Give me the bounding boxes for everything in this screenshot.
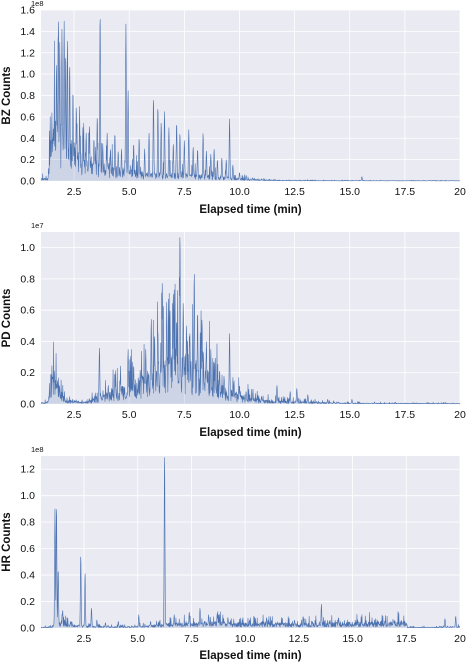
y-tick-label: 0.8 bbox=[20, 90, 35, 102]
x-tick-label: 10.0 bbox=[235, 633, 256, 645]
y-tick-label: 1.0 bbox=[20, 69, 35, 81]
y-tick-label: 1.4 bbox=[20, 26, 35, 38]
y-tick-label: 0.2 bbox=[20, 596, 35, 608]
x-tick-label: 7.5 bbox=[184, 633, 199, 645]
y-tick-label: 0.0 bbox=[20, 176, 35, 188]
y-tick-label: 0.2 bbox=[20, 154, 35, 166]
series-line bbox=[40, 237, 461, 405]
chart-panel-hr: 0.0 0.2 0.4 0.6 0.8 1.0 1.2 2.5 5.0 7.5 10.0 12.5 15… bbox=[1, 445, 466, 662]
x-axis-label: Elapsed time (min) bbox=[199, 427, 301, 439]
y-tick-label: 0.6 bbox=[20, 305, 35, 317]
y-tick-label: 0.8 bbox=[20, 273, 35, 285]
y-tick-label: 0.0 bbox=[20, 399, 35, 411]
x-tick-label: 7.5 bbox=[177, 409, 192, 421]
x-tick-label: 10.0 bbox=[229, 409, 250, 421]
chart-panel-bz: 0.0 0.2 0.4 0.6 0.8 1.0 1.2 1.4 1.6 2.5 5.0 7.5 10.0… bbox=[1, 0, 466, 216]
y-tick-label: 0.2 bbox=[20, 367, 35, 379]
x-tick-label: 2.5 bbox=[67, 409, 82, 421]
x-axis-label: Elapsed time (min) bbox=[199, 204, 301, 216]
x-tick-label: 17.5 bbox=[396, 633, 417, 645]
x-tick-label: 2.5 bbox=[67, 186, 82, 198]
y-tick-label: 1.0 bbox=[20, 490, 35, 502]
y-axis-label: HR Counts bbox=[1, 512, 13, 571]
chart-panel-pd: 0.0 0.2 0.4 0.6 0.8 1.0 2.5 5.0 7.5 10.0 12.5 15.0 1… bbox=[1, 221, 466, 439]
x-tick-label: 15.0 bbox=[340, 186, 361, 198]
x-tick-label: 10.0 bbox=[229, 186, 250, 198]
y-axis-multiplier: 1e8 bbox=[31, 445, 44, 454]
series-area bbox=[41, 19, 460, 181]
y-axis-multiplier: 1e8 bbox=[31, 0, 44, 8]
y-tick-label: 1.2 bbox=[20, 47, 35, 59]
series-line bbox=[40, 457, 461, 629]
y-tick-label: 0.4 bbox=[20, 133, 35, 145]
x-tick-label: 7.5 bbox=[177, 186, 192, 198]
y-axis-label: BZ Counts bbox=[1, 66, 13, 124]
y-tick-label: 1.6 bbox=[20, 5, 35, 17]
y-tick-label: 0.4 bbox=[20, 570, 35, 582]
plot-area bbox=[41, 232, 460, 404]
x-tick-label: 2.5 bbox=[77, 633, 92, 645]
y-tick-label: 1.0 bbox=[20, 242, 35, 254]
x-tick-label: 17.5 bbox=[395, 409, 416, 421]
plot-area bbox=[41, 456, 460, 628]
x-tick-label: 12.5 bbox=[289, 633, 310, 645]
y-tick-label: 0.4 bbox=[20, 336, 35, 348]
x-tick-label: 17.5 bbox=[395, 186, 416, 198]
y-tick-label: 0.0 bbox=[20, 623, 35, 635]
x-tick-label: 20 bbox=[454, 409, 466, 421]
y-tick-label: 0.6 bbox=[20, 111, 35, 123]
y-axis-label: PD Counts bbox=[1, 289, 13, 348]
x-tick-label: 15.0 bbox=[340, 409, 361, 421]
x-tick-label: 5.0 bbox=[130, 633, 145, 645]
x-tick-label: 15.0 bbox=[342, 633, 363, 645]
y-axis-multiplier: 1e7 bbox=[31, 221, 44, 230]
x-axis-label: Elapsed time (min) bbox=[199, 650, 301, 662]
y-tick-label: 0.6 bbox=[20, 543, 35, 555]
y-tick-label: 1.2 bbox=[20, 464, 35, 476]
x-tick-label: 5.0 bbox=[122, 186, 137, 198]
x-tick-label: 5.0 bbox=[122, 409, 137, 421]
series-line bbox=[40, 19, 461, 182]
x-tick-label: 12.5 bbox=[284, 409, 305, 421]
x-tick-label: 12.5 bbox=[284, 186, 305, 198]
y-tick-label: 0.8 bbox=[20, 517, 35, 529]
x-tick-label: 20 bbox=[454, 186, 466, 198]
x-tick-label: 20 bbox=[454, 633, 466, 645]
